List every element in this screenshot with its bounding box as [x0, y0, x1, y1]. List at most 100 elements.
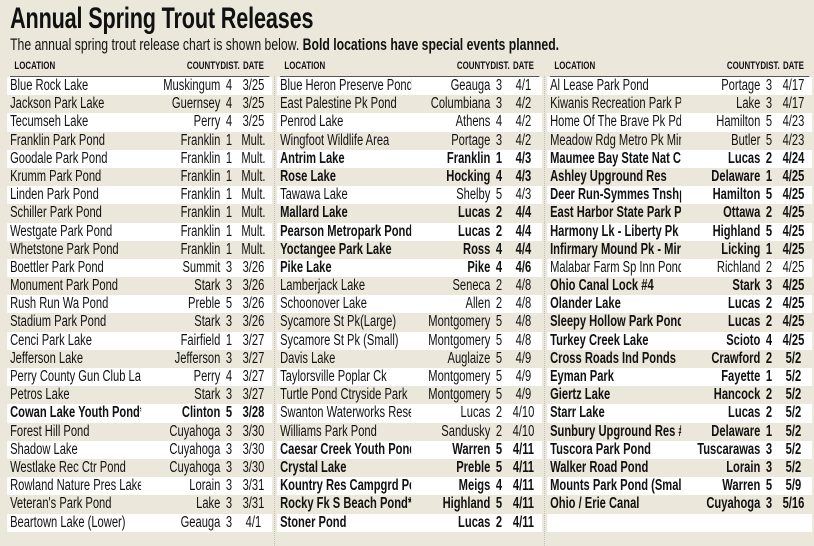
subtitle-text: The annual spring trout release chart is…: [10, 35, 303, 54]
cell-county: Jefferson: [174, 349, 221, 367]
cell-county: Hancock: [713, 386, 761, 404]
cell-county: Hocking: [446, 167, 491, 185]
cell-dist: 2: [495, 222, 503, 240]
cell-dist: 4: [225, 95, 233, 113]
cell-dist: 5: [765, 222, 773, 240]
cell-dist: 1: [765, 167, 773, 185]
cell-dist: 3: [225, 422, 233, 440]
table-row: Antrim Lake Franklin 1 4/3: [277, 149, 543, 168]
cell-location: Mounts Park Pond (Small): [550, 477, 682, 495]
cell-county: Lucas: [458, 513, 491, 531]
cell-date: 4/11: [512, 440, 534, 458]
cell-date: 3/25: [242, 77, 265, 94]
cell-date: 3/25: [242, 113, 265, 131]
cell-location: Kiwanis Recreation Park Pond: [550, 95, 681, 113]
table-row: Schiller Park Pond Franklin 1 Mult.: [7, 204, 272, 222]
cell-dist: 2: [495, 295, 503, 313]
cell-county: Franklin: [180, 240, 221, 258]
cell-location: Malabar Farm Sp Inn Pond: [550, 258, 682, 276]
cell-location: Pearson Metropark Ponds: [280, 222, 412, 240]
cell-date: 5/2: [785, 440, 802, 458]
cell-location: Ohio Canal Lock #4: [550, 277, 654, 295]
cell-county: Pike: [467, 258, 491, 276]
cell-location: Crystal Lake: [280, 458, 347, 476]
cell-date: Mult.: [241, 240, 266, 258]
cell-dist: 2: [765, 313, 773, 331]
cell-county: Stark: [194, 277, 221, 295]
cell-county: Lake: [736, 95, 761, 113]
cell-date: 4/8: [515, 331, 532, 349]
cell-county: Portage: [721, 77, 761, 94]
cell-location: Pike Lake: [280, 258, 332, 276]
cell-dist: 2: [495, 277, 503, 295]
cell-location: Taylorsville Poplar Ck: [280, 368, 387, 385]
release-column-2: LOCATION COUNTY DIST. DATE Blue Heron Preser…: [277, 60, 543, 532]
cell-dist: 3: [225, 495, 233, 513]
table-row: Ashley Upground Res Delaware 1 4/25: [547, 168, 812, 186]
cell-location: Jefferson Lake: [10, 349, 84, 367]
cell-location: Sycamore St Pk (Small): [280, 331, 399, 349]
cell-location: Antrim Lake: [280, 149, 345, 167]
cell-location: Deer Run-Symmes Tnshp Pd: [550, 186, 681, 204]
cell-dist: 1: [225, 131, 233, 149]
cell-county: Allen: [465, 295, 491, 313]
cell-date: 5/2: [785, 404, 802, 422]
cell-date: Mult.: [241, 149, 266, 167]
cell-dist: 1: [225, 204, 233, 222]
cell-location: Stadium Park Pond: [10, 313, 107, 331]
cell-location: Cowan Lake Youth Pond***: [10, 404, 142, 422]
table-row: Yoctangee Park Lake Ross 4 4/4: [277, 241, 542, 259]
cell-location: Blue Heron Preserve Pond: [280, 77, 412, 94]
cell-date: 3/27: [242, 386, 265, 404]
header-date: DATE: [512, 60, 534, 72]
cell-date: 4/11: [512, 495, 534, 513]
cell-date: 4/17: [782, 95, 805, 113]
cell-county: Licking: [721, 240, 761, 258]
cell-location: Tawawa Lake: [280, 186, 348, 204]
cell-county: Delaware: [711, 167, 761, 185]
cell-dist: 3: [225, 386, 233, 404]
cell-county: Meigs: [458, 477, 491, 495]
cell-location: Meadow Rdg Metro Pk Mirror Pd: [550, 131, 682, 149]
table-row: Pearson Metropark Ponds Lucas 2 4/4: [277, 222, 543, 241]
cell-dist: 1: [225, 240, 233, 258]
cell-location: Blue Rock Lake: [10, 77, 89, 94]
cell-date: 4/11: [512, 477, 534, 495]
table-row: Taylorsville Poplar Ck Montgomery 5 4/9: [277, 368, 543, 387]
cell-dist: 2: [765, 404, 773, 422]
cell-dist: 4: [495, 167, 503, 185]
cell-date: 4/2: [515, 113, 532, 131]
cell-location: Tuscora Park Pond: [550, 440, 651, 458]
cell-dist: 1: [765, 240, 773, 258]
cell-dist: 3: [765, 440, 773, 458]
cell-date: 3/26: [242, 258, 265, 276]
table-row: Eyman Park Fayette 1 5/2: [547, 368, 813, 387]
cell-location: Petros Lake: [10, 386, 70, 404]
cell-county: Lucas: [728, 313, 761, 331]
cell-date: 4/4: [515, 204, 532, 222]
cell-dist: 5: [225, 404, 233, 422]
cell-county: Highland: [712, 222, 761, 240]
table-row: Perry County Gun Club Lake Perry 4 3/27: [7, 368, 273, 387]
cell-dist: 2: [495, 204, 503, 222]
cell-date: 5/2: [785, 458, 802, 476]
table-row: Malabar Farm Sp Inn Pond Richland 2 4/25: [547, 258, 813, 278]
cell-dist: 2: [495, 422, 503, 440]
table-row: Pike Lake Pike 4 4/6: [277, 258, 543, 278]
cell-county: Warren: [722, 477, 761, 495]
cell-date: 4/25: [782, 295, 805, 313]
cell-county: Ross: [463, 240, 491, 258]
cell-location: Monument Park Pond: [10, 277, 119, 295]
cell-location: Forest Hill Pond: [10, 422, 90, 440]
cell-county: Fayette: [721, 368, 761, 385]
cell-dist: 4: [495, 113, 503, 131]
cell-location: Turtle Pond Ctryside Park: [280, 386, 408, 404]
table-row: Forest Hill Pond Cuyahoga 3 3/30: [7, 423, 272, 441]
cell-county: Preble: [188, 295, 221, 313]
cell-location: Goodale Park Pond: [10, 149, 108, 167]
cell-dist: 5: [495, 368, 503, 385]
